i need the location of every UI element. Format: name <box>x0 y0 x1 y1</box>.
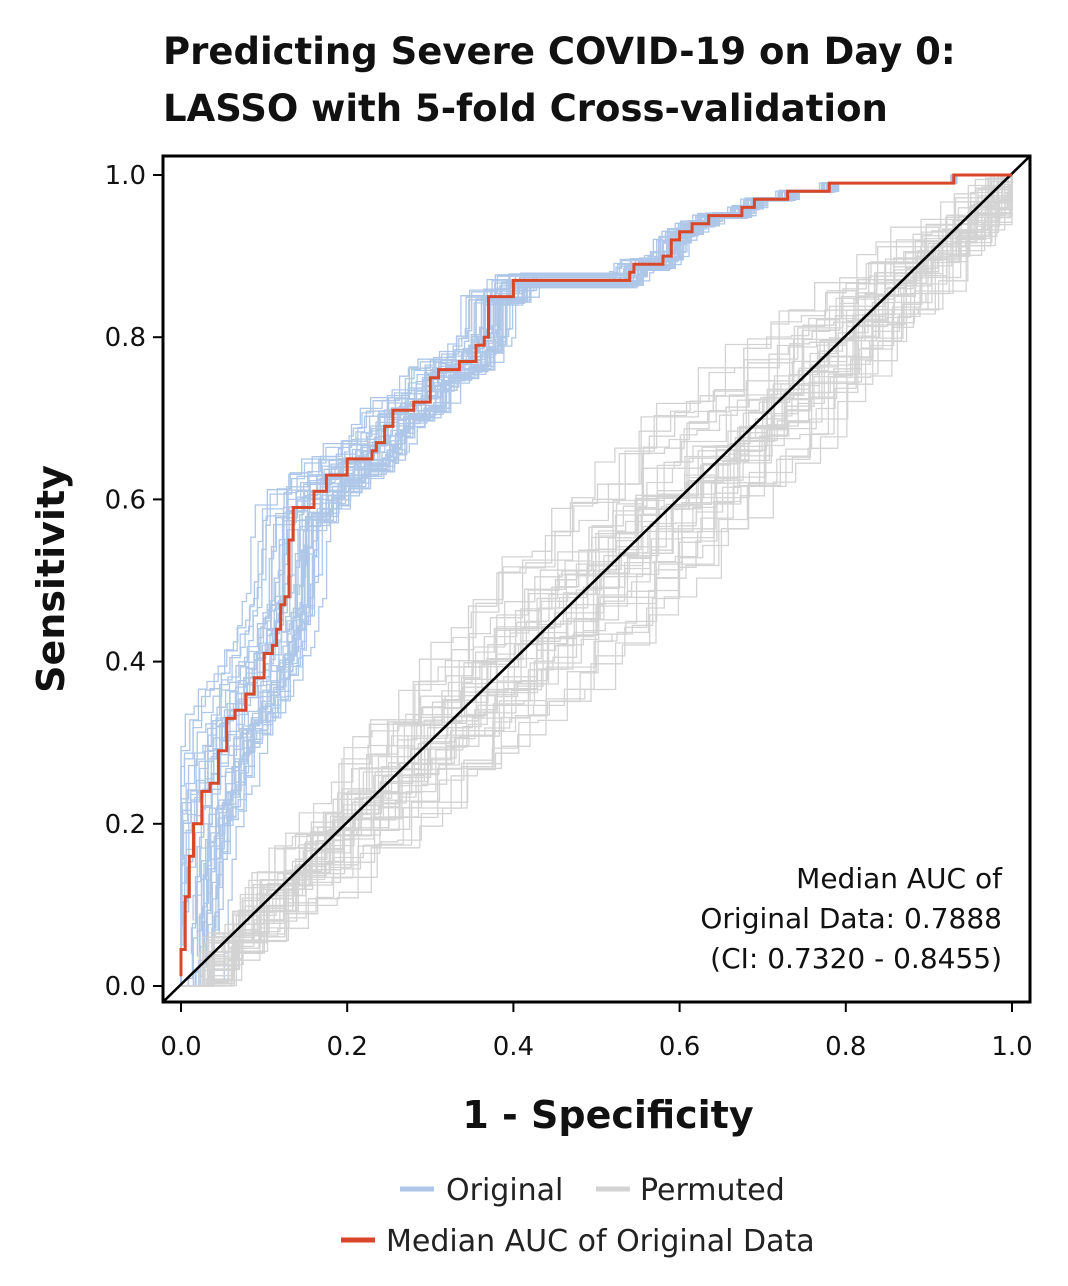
permuted-roc-curve <box>181 175 1013 987</box>
permuted-roc-curve <box>181 175 1013 987</box>
x-axis-title: 1 - Specificity <box>462 1093 753 1137</box>
permuted-roc-curve <box>181 175 1013 987</box>
x-tick-label: 0.0 <box>160 1032 201 1062</box>
median-auc-line <box>179 173 1012 977</box>
y-axis-title: Sensitivity <box>29 465 73 693</box>
permuted-roc-curve <box>181 175 1013 987</box>
permuted-roc-curve <box>181 174 1012 987</box>
permuted-roc-curve <box>181 175 1013 987</box>
y-tick-label: 0.4 <box>105 648 146 678</box>
permuted-roc-curve <box>181 175 1013 987</box>
x-axis-ticks: 0.0 0.2 0.4 0.6 0.8 1.0 <box>160 1002 1033 1062</box>
y-tick-label: 1.0 <box>105 161 146 191</box>
chance-diagonal-line <box>162 155 1031 1003</box>
y-axis-ticks: 0.0 0.2 0.4 0.6 0.8 1.0 <box>105 161 163 1002</box>
median-series <box>179 173 1012 977</box>
legend-original-label: Original <box>446 1173 563 1208</box>
legend-permuted-label: Permuted <box>640 1173 785 1208</box>
annotation-line-2: Original Data: 0.7888 <box>700 902 1002 935</box>
chart-title-line-1: Predicting Severe COVID-19 on Day 0: <box>163 30 956 73</box>
auc-annotation: Median AUC of Original Data: 0.7888 (CI:… <box>700 862 1003 975</box>
permuted-roc-curve <box>181 175 1013 987</box>
original-roc-curve <box>180 174 1012 980</box>
annotation-line-1: Median AUC of <box>796 862 1003 895</box>
y-tick-label: 0.0 <box>105 972 146 1002</box>
permuted-roc-curve <box>181 175 1013 987</box>
legend-median-label: Median AUC of Original Data <box>386 1224 815 1259</box>
x-tick-label: 0.2 <box>327 1032 368 1062</box>
y-tick-label: 0.6 <box>105 485 146 515</box>
permuted-roc-curve <box>181 174 1012 987</box>
original-roc-curve <box>180 174 1012 971</box>
annotation-line-3: (CI: 0.7320 - 0.8455) <box>710 942 1002 975</box>
legend: Original Permuted Median AUC of Original… <box>341 1173 815 1259</box>
x-tick-label: 0.6 <box>659 1032 700 1062</box>
permuted-roc-curve <box>181 175 1013 987</box>
original-curves <box>180 174 1012 987</box>
permuted-roc-curve <box>181 175 1013 987</box>
chart-title-line-2: LASSO with 5-fold Cross-validation <box>163 87 888 130</box>
x-tick-label: 1.0 <box>991 1032 1032 1062</box>
plot-frame <box>161 154 1032 1004</box>
original-roc-curve <box>195 174 1012 986</box>
x-tick-label: 0.8 <box>825 1032 866 1062</box>
x-tick-label: 0.4 <box>493 1032 534 1062</box>
y-tick-label: 0.8 <box>105 323 146 353</box>
y-tick-label: 0.2 <box>105 810 146 840</box>
permuted-roc-curve <box>181 175 1013 987</box>
permuted-roc-curve <box>181 175 1013 987</box>
permuted-roc-curve <box>181 175 1013 987</box>
permuted-roc-curve <box>181 175 1013 987</box>
